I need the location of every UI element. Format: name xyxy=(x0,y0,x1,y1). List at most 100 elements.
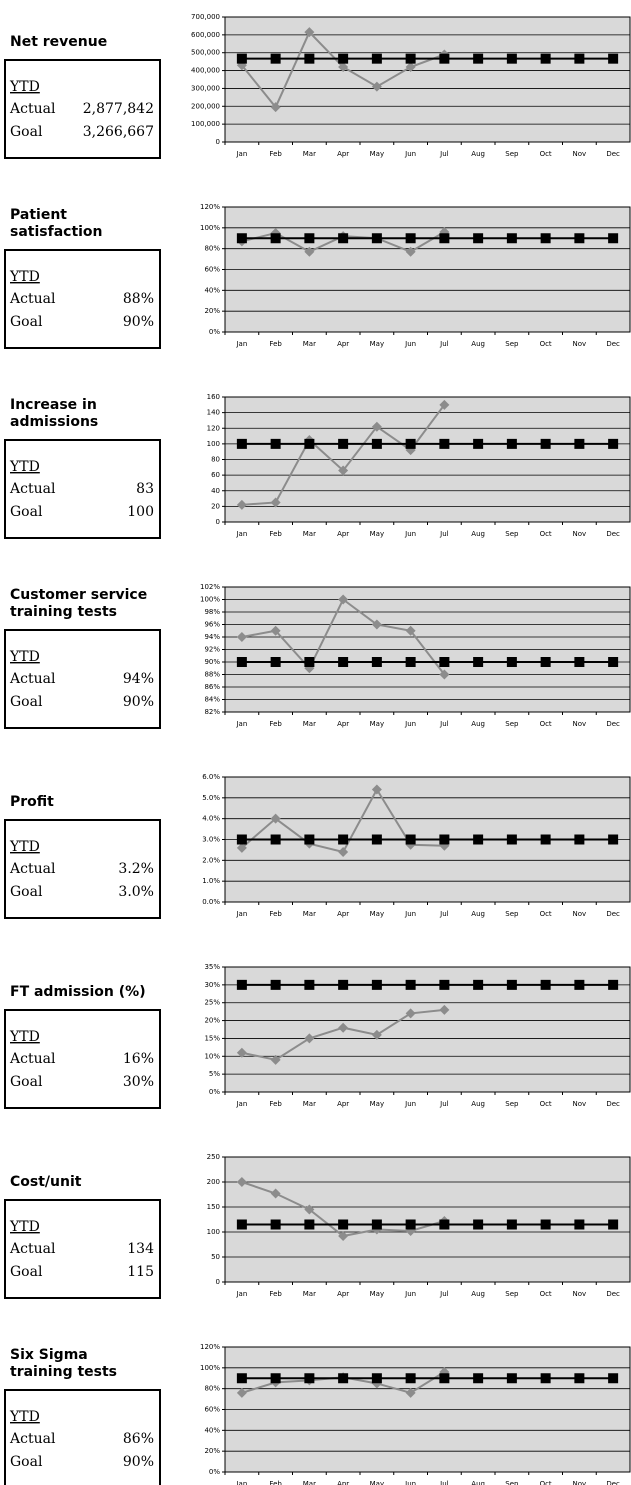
actual-marker xyxy=(270,497,281,508)
x-tick-label: Sep xyxy=(505,340,519,348)
actual-marker xyxy=(371,619,382,630)
goal-marker xyxy=(506,438,517,449)
y-tick-label: 60% xyxy=(204,1406,220,1414)
goal-marker xyxy=(506,979,517,990)
summary-box xyxy=(4,1199,161,1299)
goal-label: Goal xyxy=(10,884,43,900)
x-tick-label: Dec xyxy=(606,720,620,728)
actual-marker xyxy=(338,1231,349,1241)
goal-marker xyxy=(473,1373,484,1384)
goal-marker xyxy=(338,979,349,990)
actual-label: Actual xyxy=(9,1431,56,1447)
goal-marker xyxy=(405,233,416,244)
x-tick-label: Feb xyxy=(269,910,282,918)
goal-marker xyxy=(405,979,416,990)
actual-label: Actual xyxy=(9,671,56,687)
y-tick-label: 500,000 xyxy=(191,49,220,57)
actual-value: 86% xyxy=(123,1431,154,1447)
goal-marker xyxy=(304,657,315,667)
plot-area xyxy=(225,1157,630,1282)
goal-marker xyxy=(270,834,281,845)
x-tick-label: Jun xyxy=(404,1480,416,1485)
ytd-heading: YTD xyxy=(9,1219,40,1235)
goal-marker xyxy=(540,657,551,667)
x-tick-label: Feb xyxy=(269,530,282,538)
y-tick-label: 0 xyxy=(216,138,220,146)
ytd-heading: YTD xyxy=(9,1409,40,1425)
x-tick-label: Aug xyxy=(471,1100,485,1108)
panel-title: FT admission (%) xyxy=(10,984,146,1000)
y-tick-label: 300,000 xyxy=(191,84,220,92)
x-tick-label: Sep xyxy=(505,1100,519,1108)
goal-marker xyxy=(405,53,416,64)
goal-value: 3,266,667 xyxy=(83,124,154,140)
x-tick-label: Jul xyxy=(439,150,449,158)
actual-label: Actual xyxy=(9,481,56,497)
y-tick-label: 0 xyxy=(216,518,220,526)
x-tick-label: Nov xyxy=(573,530,587,538)
panel-title: admissions xyxy=(10,414,98,430)
goal-marker xyxy=(540,1373,551,1384)
y-tick-label: 80 xyxy=(211,456,220,464)
actual-marker xyxy=(371,784,382,795)
goal-value: 3.0% xyxy=(118,884,154,900)
panel-title: Increase in xyxy=(10,397,97,413)
goal-marker xyxy=(608,979,619,990)
y-tick-label: 80% xyxy=(204,245,220,253)
goal-marker xyxy=(574,1373,585,1384)
panel-title: Cost/unit xyxy=(10,1174,82,1190)
actual-value: 2,877,842 xyxy=(83,101,154,117)
y-tick-label: 40% xyxy=(204,1426,220,1434)
y-tick-label: 40 xyxy=(211,487,220,495)
goal-marker xyxy=(540,233,551,244)
x-tick-label: Dec xyxy=(606,340,620,348)
x-tick-label: Jul xyxy=(439,530,449,538)
x-tick-label: Mar xyxy=(303,340,316,348)
panel-title: training tests xyxy=(10,1364,117,1380)
y-tick-label: 6.0% xyxy=(202,773,220,781)
actual-marker xyxy=(371,81,382,92)
ytd-heading: YTD xyxy=(9,459,40,475)
goal-marker xyxy=(473,657,484,667)
goal-value: 90% xyxy=(123,1454,154,1470)
x-tick-label: Sep xyxy=(505,1290,519,1298)
panel-title: Six Sigma xyxy=(10,1347,88,1363)
x-tick-label: Aug xyxy=(471,530,485,538)
x-tick-label: Feb xyxy=(269,1480,282,1485)
x-tick-label: May xyxy=(370,1100,384,1108)
goal-value: 115 xyxy=(127,1264,154,1280)
goal-marker xyxy=(608,834,619,845)
y-tick-label: 0% xyxy=(209,1088,220,1096)
summary-box xyxy=(4,1009,161,1109)
y-tick-label: 2.0% xyxy=(202,856,220,864)
x-tick-label: Aug xyxy=(471,1480,485,1485)
actual-label: Actual xyxy=(9,1051,56,1067)
goal-marker xyxy=(608,53,619,64)
y-tick-label: 90% xyxy=(204,658,220,666)
panel-title: satisfaction xyxy=(10,224,103,240)
x-tick-label: Apr xyxy=(337,530,349,538)
y-tick-label: 3.0% xyxy=(202,836,220,844)
goal-marker xyxy=(371,233,382,244)
goal-marker xyxy=(270,438,281,449)
y-tick-label: 20 xyxy=(211,502,220,510)
goal-marker xyxy=(371,834,382,845)
x-tick-label: Dec xyxy=(606,1480,620,1485)
y-tick-label: 96% xyxy=(204,621,220,629)
x-tick-label: Jun xyxy=(404,340,416,348)
x-tick-label: Oct xyxy=(540,910,552,918)
y-tick-label: 84% xyxy=(204,696,220,704)
goal-marker xyxy=(405,834,416,845)
goal-marker xyxy=(270,1219,281,1230)
goal-marker xyxy=(236,657,247,667)
panel-title: Net revenue xyxy=(10,34,107,50)
actual-marker xyxy=(405,246,416,257)
goal-marker xyxy=(439,979,450,990)
actual-marker xyxy=(338,1022,349,1033)
goal-marker xyxy=(439,1373,450,1384)
goal-marker xyxy=(473,233,484,244)
actual-marker xyxy=(236,842,247,853)
goal-marker xyxy=(439,233,450,244)
x-tick-label: May xyxy=(370,1480,384,1485)
actual-marker xyxy=(236,632,247,642)
